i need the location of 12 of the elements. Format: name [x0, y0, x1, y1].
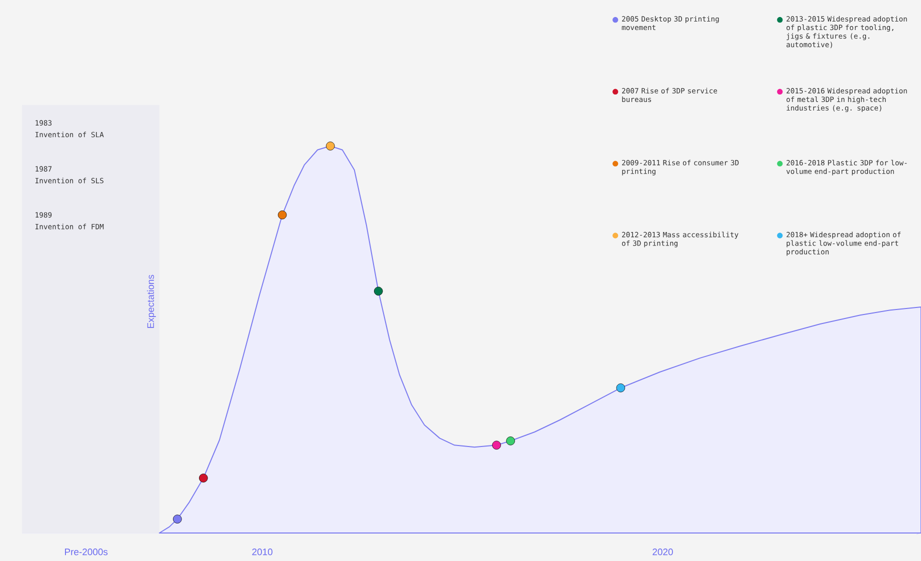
point — [374, 286, 383, 296]
point — [278, 210, 287, 220]
point — [199, 474, 208, 482]
point — [506, 436, 515, 446]
point — [326, 142, 335, 150]
point — [616, 383, 626, 392]
point — [492, 440, 501, 450]
x-tick-label: 2010 — [252, 548, 272, 556]
y-axis-title: Expectations — [147, 274, 156, 328]
x-tick-label: Pre-2000s — [65, 548, 108, 556]
x-tick-label: 2020 — [652, 548, 673, 556]
point — [172, 514, 182, 524]
